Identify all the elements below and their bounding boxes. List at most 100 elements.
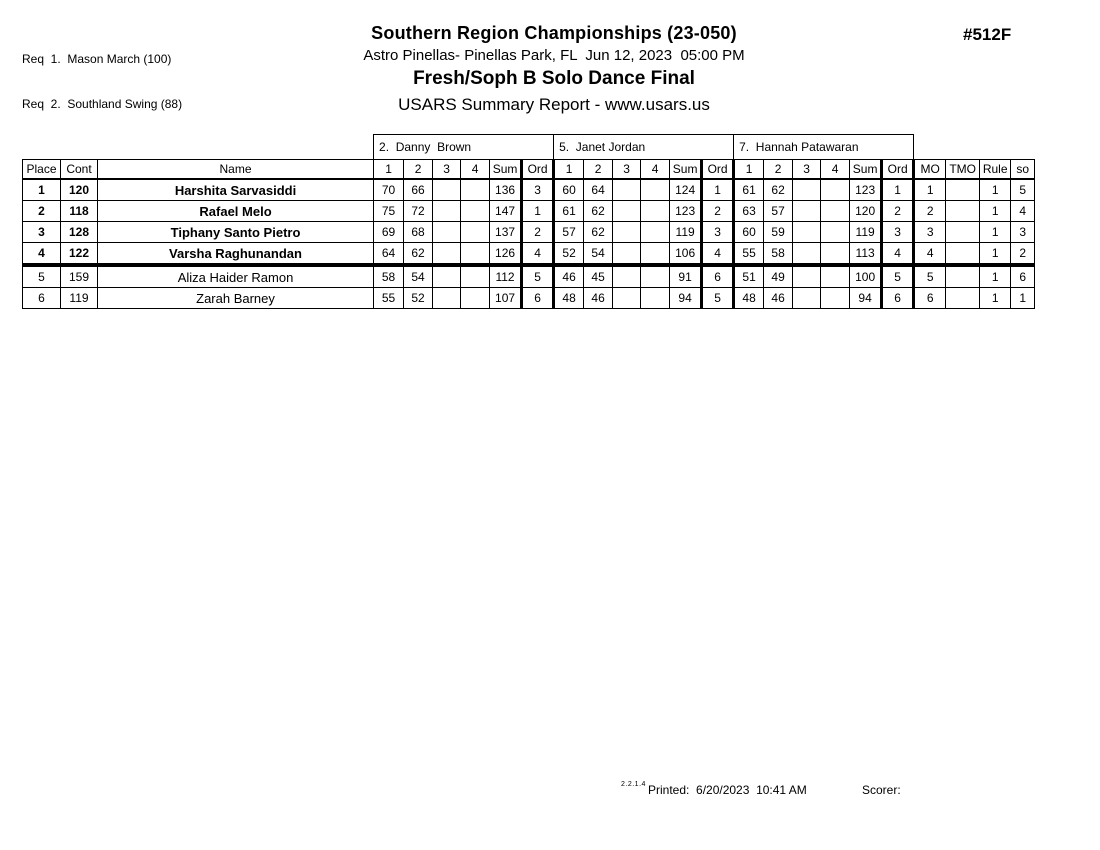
judge-2-col-2-header: 2: [583, 159, 614, 180]
mo-cell: 6: [913, 287, 947, 309]
judge-score-cell: [432, 200, 462, 222]
judge-1-ord-header: Ord: [520, 159, 556, 180]
judge-ord-cell: 2: [880, 200, 916, 222]
judge-score-cell: [640, 287, 671, 309]
mo-cell: 5: [913, 264, 947, 288]
judge-score-cell: [820, 200, 851, 222]
judge-score-cell: 62: [763, 178, 794, 201]
judge-score-cell: 62: [583, 200, 614, 222]
judge-score-cell: 46: [583, 287, 614, 309]
cont-cell: 119: [60, 287, 98, 309]
judge-score-cell: [432, 287, 462, 309]
judge-sum-cell: 94: [849, 287, 883, 309]
judge-score-cell: 66: [403, 178, 434, 201]
so-cell: 2: [1010, 242, 1036, 267]
tmo-cell: [945, 242, 981, 267]
judge-ord-cell: 2: [520, 221, 556, 243]
judge-score-cell: 57: [763, 200, 794, 222]
so-header: so: [1010, 159, 1036, 180]
results-table-body: 1 120 Harshita Sarvasiddi 70 66 136 3 60 64 124 1 6…: [22, 178, 1036, 309]
table-row: 4 122 Varsha Raghunandan 64 62 126 4 52 54 106 4 55…: [22, 242, 1036, 267]
name-cell: Rafael Melo: [96, 200, 375, 222]
so-cell: 5: [1010, 178, 1036, 201]
judge-score-cell: [460, 200, 491, 222]
table-row: 6 119 Zarah Barney 55 52 107 6 48 46 94 5 48 46 94 6 6 1…: [22, 287, 1036, 309]
judge-score-cell: [640, 200, 671, 222]
judge-score-cell: 61: [553, 200, 585, 222]
judge-score-cell: 60: [733, 221, 765, 243]
judge-score-cell: [820, 221, 851, 243]
name-cell: Varsha Raghunandan: [96, 242, 375, 267]
judge-score-cell: [460, 242, 491, 267]
required-dance-1: Req 1. Mason March (100): [22, 52, 172, 66]
venue-datetime: Astro Pinellas- Pinellas Park, FL Jun 12…: [363, 47, 745, 64]
judge-sum-cell: 124: [669, 178, 703, 201]
required-dance-2: Req 2. Southland Swing (88): [22, 97, 183, 111]
name-cell: Tiphany Santo Pietro: [96, 221, 375, 243]
column-header-row: Place Cont Name 1 2 3 4 Sum Ord 1 2 3 4 …: [22, 159, 1036, 180]
judge-2-sum-header: Sum: [669, 159, 703, 180]
judge-score-cell: [432, 264, 462, 288]
rule-header: Rule: [979, 159, 1012, 180]
report-title: USARS Summary Report - www.usars.us: [398, 95, 710, 114]
judge-score-cell: 58: [763, 242, 794, 267]
printed-timestamp: Printed: 6/20/2023 10:41 AM: [648, 783, 807, 797]
championship-title: Southern Region Championships (23-050): [371, 23, 737, 43]
judge-score-cell: 58: [373, 264, 405, 288]
judge-3-ord-header: Ord: [880, 159, 916, 180]
judge-ord-cell: 3: [700, 221, 736, 243]
judge-score-cell: 62: [403, 242, 434, 267]
so-cell: 3: [1010, 221, 1036, 243]
judge-ord-cell: 1: [880, 178, 916, 201]
judge-ord-cell: 3: [880, 221, 916, 243]
judge-score-cell: [460, 264, 491, 288]
rule-cell: 1: [979, 287, 1012, 309]
judge-2-col-1-header: 1: [553, 159, 585, 180]
judge-score-cell: [432, 242, 462, 267]
cont-cell: 159: [60, 264, 98, 288]
judge-score-cell: 59: [763, 221, 794, 243]
judge-3-col-2-header: 2: [763, 159, 794, 180]
judge-score-cell: 55: [373, 287, 405, 309]
judge-score-cell: 51: [733, 264, 765, 288]
mo-cell: 2: [913, 200, 947, 222]
judge-score-cell: 68: [403, 221, 434, 243]
judge-ord-cell: 4: [880, 242, 916, 267]
judge-3-col-1-header: 1: [733, 159, 765, 180]
judge-score-cell: 60: [553, 178, 585, 201]
judge-score-cell: 75: [373, 200, 405, 222]
judge-sum-cell: 91: [669, 264, 703, 288]
so-cell: 6: [1010, 264, 1036, 288]
judge-score-cell: [792, 242, 822, 267]
judge-score-cell: [640, 221, 671, 243]
judge-score-cell: [820, 242, 851, 267]
judge-score-cell: [612, 264, 642, 288]
mo-header: MO: [913, 159, 947, 180]
judge-score-cell: 57: [553, 221, 585, 243]
judge-sum-cell: 147: [489, 200, 523, 222]
judge-score-cell: [612, 178, 642, 201]
results-table: 2. Danny Brown 5. Janet Jordan 7. Hannah…: [22, 134, 1036, 309]
judge-2-col-4-header: 4: [640, 159, 671, 180]
judge-1-col-4-header: 4: [460, 159, 491, 180]
judge-score-cell: 72: [403, 200, 434, 222]
judge-3-col-4-header: 4: [820, 159, 851, 180]
judge-sum-cell: 113: [849, 242, 883, 267]
rule-cell: 1: [979, 178, 1012, 201]
table-row: 3 128 Tiphany Santo Pietro 69 68 137 2 57 62 119 3…: [22, 221, 1036, 243]
judge-ord-cell: 4: [520, 242, 556, 267]
judge-score-cell: 46: [763, 287, 794, 309]
judge-score-cell: [640, 178, 671, 201]
judge-row-spacer-left: [23, 135, 374, 160]
judge-score-cell: [612, 200, 642, 222]
judge-score-cell: 48: [553, 287, 585, 309]
judge-sum-cell: 126: [489, 242, 523, 267]
scorer-label: Scorer:: [862, 783, 901, 797]
tmo-cell: [945, 178, 981, 201]
judge-score-cell: [640, 242, 671, 267]
judge-score-cell: [820, 287, 851, 309]
judge-score-cell: 49: [763, 264, 794, 288]
judge-score-cell: [792, 200, 822, 222]
table-row: 1 120 Harshita Sarvasiddi 70 66 136 3 60 64 124 1 6…: [22, 178, 1036, 201]
judge-score-cell: 54: [403, 264, 434, 288]
